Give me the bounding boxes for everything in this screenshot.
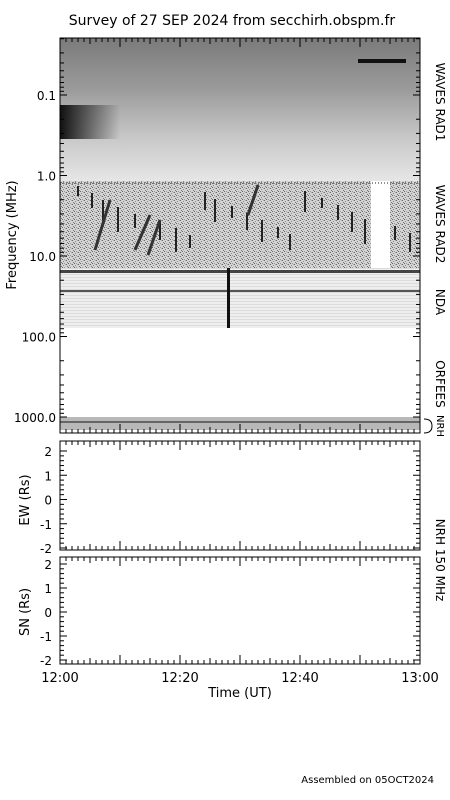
rad1-dark-blob [60,105,120,139]
x-axis-label: Time (UT) [207,686,272,701]
sn-y-tick-label: 2 [44,558,52,572]
panel-label-rad1: WAVES RAD1 [433,63,447,142]
nda-image [60,268,420,328]
rad2-type3-burst [93,199,112,251]
ew-y-tick-label: -1 [40,518,52,532]
spectrogram-y-tick-label: 1.0 [37,170,56,184]
rad2-image [60,181,420,268]
rad2-gap [371,181,390,268]
nda-band-dark [60,270,420,273]
spectrogram-y-tick-label: 0.1 [37,89,56,103]
nda-spike [227,268,230,328]
footer-assembled: Assembled on 05OCT2024 [301,775,434,786]
sn-y-tick-label: -1 [40,630,52,644]
spectrogram-y-tick-label: 10.0 [29,250,56,264]
panel-label-nda: NDA [433,289,447,316]
rad2-type3-burst [146,219,162,256]
spectrogram-ylabel: Frequency (MHz) [5,180,20,289]
spectrogram-panel [59,37,421,434]
panel-label-orfees: ORFEES [433,360,447,407]
ew-y-tick-label: 1 [44,469,52,483]
chart-title: Survey of 27 SEP 2024 from secchirh.obsp… [69,13,396,29]
panel-labels: WAVES RAD1 WAVES RAD2 NDA ORFEES NRH [423,63,447,437]
x-axis: 12:00 12:20 12:40 13:00 [41,671,438,686]
rad2-type3-burst [133,214,152,251]
ew-y-axis: -2 -1 0 1 2 [40,445,420,556]
panel-label-rad2: WAVES RAD2 [433,185,447,264]
x-axis-ticks [59,38,421,664]
ew-y-tick-label: -2 [40,542,52,556]
spectrogram-y-axis: 0.1 1.0 10.0 100.0 1000.0 [14,38,420,425]
x-tick-label: 13:00 [401,671,438,686]
sn-ylabel: SN (Rs) [18,588,33,636]
x-tick-label: 12:20 [161,671,198,686]
nrh-strip-line [60,421,420,423]
ew-y-tick-label: 0 [44,494,52,508]
nrh-strip [60,417,420,430]
spectrogram-y-tick-label: 100.0 [22,331,56,345]
sn-y-axis: -2 -1 0 1 2 [40,558,420,668]
rad1-streak [358,59,406,63]
sn-y-tick-label: 0 [44,606,52,620]
nda-band [60,290,420,292]
ew-y-tick-label: 2 [44,445,52,459]
sn-y-tick-label: 1 [44,582,52,596]
nrh-brace [423,418,433,434]
sn-y-tick-label: -2 [40,654,52,668]
ew-panel-frame [59,440,421,551]
x-tick-label: 12:00 [41,671,78,686]
x-tick-label: 12:40 [281,671,318,686]
rad2-type3-burst [246,184,260,216]
rad2-bursts [60,182,420,256]
nrh-panel-label: NRH 150 MHz [433,519,447,602]
sn-panel-frame [59,556,421,665]
panel-label-nrh: NRH [434,415,445,437]
ew-ylabel: EW (Rs) [18,474,33,525]
spectrogram-y-tick-label: 1000.0 [14,411,56,425]
